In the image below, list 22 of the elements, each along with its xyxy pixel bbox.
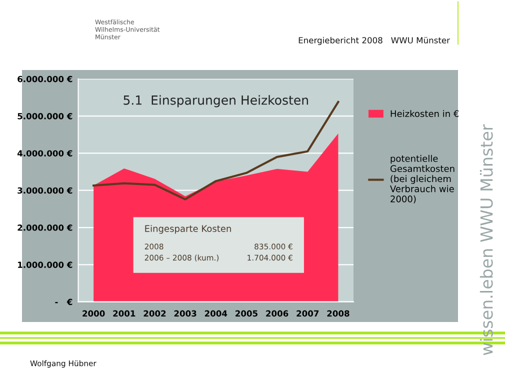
y-tick-label: 2.000.000 € <box>18 224 72 231</box>
y-tick-label: - € <box>55 298 72 306</box>
text: Energiebericht 2008 WWU Münster <box>298 36 450 46</box>
x-tick-label: 2003 <box>174 310 196 317</box>
x-tick-label: 2004 <box>204 310 228 317</box>
y-tick-label: 1.000.000 € <box>18 262 72 268</box>
x-tick-label: 2005 <box>236 310 258 317</box>
x-tick-label: 2000 <box>82 310 105 317</box>
text: 5.1 Einsparungen Heizkosten <box>124 95 308 108</box>
annotation: Eingesparte Kosten <box>145 225 231 234</box>
x-tick-label: 2008 <box>327 310 350 317</box>
x-tick-label: 2002 <box>144 310 166 317</box>
y-tick-label: 6.000.000 € <box>18 76 72 82</box>
x-tick-label: 2007 <box>296 310 319 317</box>
legend-label: Heizkosten in € <box>390 110 459 118</box>
text: wissen.leben WWU Münster <box>480 124 493 356</box>
legend-label: potentielle Gesamtkosten (bei gleichem Verbrauch wie 2000) <box>390 154 454 204</box>
y-tick-label: 3.000.000 € <box>18 187 72 194</box>
x-tick-label: 2001 <box>113 310 136 317</box>
x-tick-label: 2006 <box>266 310 288 317</box>
y-tick-label: 5.000.000 € <box>18 113 72 120</box>
y-tick-label: 4.000.000 € <box>17 150 72 156</box>
